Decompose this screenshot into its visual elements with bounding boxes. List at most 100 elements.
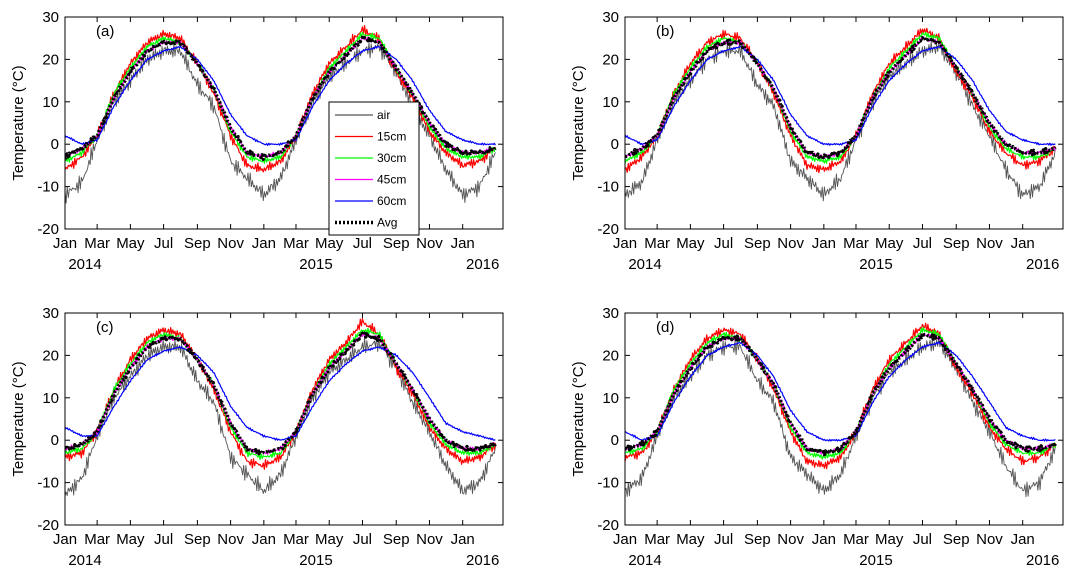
legend-label-air: air [377,108,390,122]
chart-panel-2: -20 -10 0 10 20 30 Jan 2014 Mar May Jul Sep Nov Jan Ma… [570,9,1064,273]
x-tick-label: Jul [714,235,733,252]
series-60cm-line [65,45,496,146]
x-tick-label: May [116,531,145,548]
legend-label-15cm: 15cm [377,130,406,144]
y-tick-label: -20 [37,517,59,534]
y-axis-label: Temperature (°C) [10,65,27,180]
x-tick-label: Mar [843,531,869,548]
series-45cm-line [65,332,496,455]
x-tick-label: Jul [913,235,932,252]
y-tick-label: 20 [602,51,619,68]
y-tick-label: 10 [602,390,619,407]
x-tick-label: Jan [812,235,836,252]
x-year-label: 2015 [859,552,892,566]
series-group [625,322,1057,498]
legend-label-30cm: 30cm [377,151,406,165]
series-air-line [65,41,496,204]
y-tick-label: 30 [602,9,619,26]
y-tick-label: 10 [602,94,619,111]
series-60cm-line [625,45,1056,146]
series-30cm-line [625,326,1056,460]
x-tick-label: Sep [943,531,970,548]
y-tick-label: 0 [51,136,59,153]
y-tick-label: 0 [51,432,59,449]
x-tick-label: Sep [184,531,211,548]
x-year-label: 2016 [466,552,499,566]
x-tick-label: Sep [943,235,970,252]
y-tick-label: 30 [42,305,59,322]
panel-label: (a) [96,23,114,40]
panel-label: (b) [656,23,674,40]
x-tick-label: Jan [451,235,475,252]
axes-box [624,312,1064,526]
x-year-label: 2016 [1026,552,1059,566]
chart-panel-4: -20 -10 0 10 20 30 Jan 2014 Mar May Jul Sep Nov Jan Ma… [570,305,1064,566]
y-axis-label: Temperature (°C) [570,361,587,476]
x-tick-label: Nov [976,531,1003,548]
x-year-label: 2014 [628,256,661,273]
x-tick-label: Nov [217,235,244,252]
x-tick-label: Jan [1011,235,1035,252]
legend-label-60cm: 60cm [377,194,406,208]
y-tick-label: 30 [602,305,619,322]
x-tick-label: Jul [714,531,733,548]
x-tick-label: Mar [84,531,110,548]
y-tick-label: -10 [597,475,619,492]
x-tick-label: May [875,235,904,252]
series-avg-line [65,35,497,162]
x-tick-label: May [676,531,705,548]
legend-box [328,101,420,236]
legend-label-avg: Avg [377,216,397,230]
x-tick-label: Jul [913,531,932,548]
y-tick-label: 10 [42,94,59,111]
x-year-label: 2015 [859,256,892,273]
y-tick-label: 20 [42,347,59,364]
x-tick-label: Sep [744,531,771,548]
x-tick-label: Mar [843,235,869,252]
series-45cm-line [625,36,1056,160]
y-tick-label: -20 [597,221,619,238]
series-60cm-line [65,346,496,441]
x-year-label: 2014 [68,256,101,273]
series-45cm-line [65,36,496,159]
x-tick-label: Jul [154,235,173,252]
series-60cm-line [625,341,1056,442]
series-air-line [625,335,1056,498]
x-tick-label: Nov [416,531,443,548]
x-tick-label: Jul [353,235,372,252]
series-45cm-line [625,333,1056,455]
x-tick-label: Jul [154,531,173,548]
x-tick-label: Jan [53,531,77,548]
axes-box [64,16,504,230]
chart-panel-1: -20 -10 0 10 20 30 Jan 2014 Mar May Jul Sep Nov Jan Ma… [10,9,504,273]
x-tick-label: Mar [644,235,670,252]
y-tick-label: -20 [597,517,619,534]
chart-panel-3: -20 -10 0 10 20 30 Jan 2014 Mar May Jul Sep Nov Jan Ma… [10,305,504,566]
y-tick-label: 20 [42,51,59,68]
panel-label: (c) [96,319,114,336]
x-tick-label: Nov [217,531,244,548]
legend: air 15cm 30cm 45cm 60cm Avg [328,101,420,236]
x-year-label: 2014 [68,552,101,566]
series-group [65,25,497,204]
y-tick-label: 0 [611,136,619,153]
series-group [625,27,1057,202]
x-tick-label: Nov [777,531,804,548]
y-tick-label: 30 [42,9,59,26]
x-tick-label: Jan [613,531,637,548]
panel-label: (d) [656,319,674,336]
x-tick-label: Mar [283,531,309,548]
x-year-label: 2016 [466,256,499,273]
x-tick-label: May [875,531,904,548]
x-tick-label: Jan [252,531,276,548]
series-avg-line [65,331,497,456]
x-year-label: 2015 [299,552,332,566]
x-tick-label: Mar [644,531,670,548]
series-15cm-line [625,27,1056,174]
x-tick-label: Sep [744,235,771,252]
y-axis-label: Temperature (°C) [10,361,27,476]
x-tick-label: Jan [451,531,475,548]
x-tick-label: Nov [416,235,443,252]
series-15cm-line [65,25,496,173]
